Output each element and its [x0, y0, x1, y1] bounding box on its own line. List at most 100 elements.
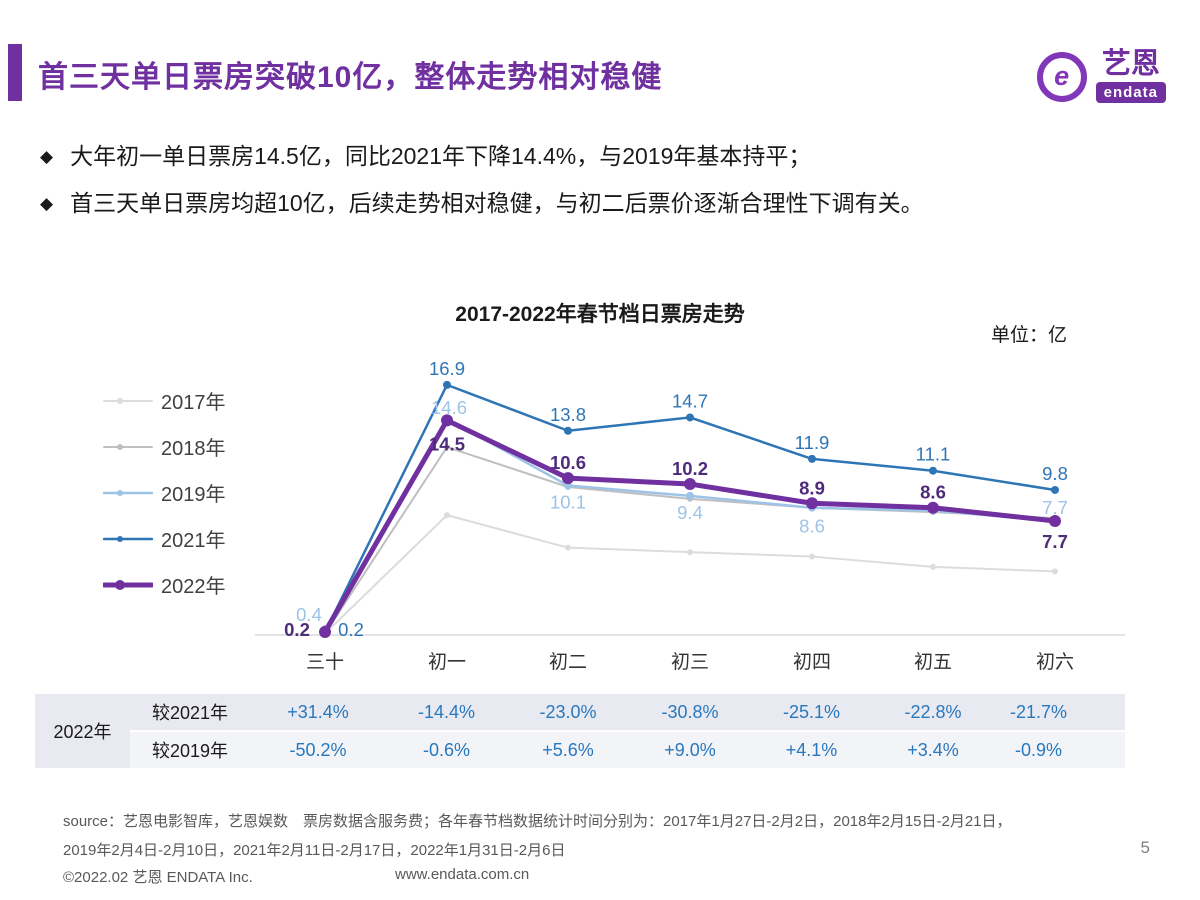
x-axis-label: 初六	[1036, 651, 1074, 673]
table-value: +9.0%	[629, 732, 751, 768]
x-axis-label: 初三	[671, 651, 709, 673]
data-label-2022年: 10.2	[672, 458, 708, 479]
table-value: -22.8%	[872, 694, 994, 730]
chart-title: 2017-2022年春节档日票房走势	[455, 303, 745, 326]
logo-endata-badge: endata	[1095, 82, 1166, 103]
data-point-2022年	[319, 626, 331, 639]
table-value: -50.2%	[250, 732, 386, 768]
source-line: source：艺恩电影智库，艺恩娱数 票房数据含服务费；各年春节档数据统计时间分…	[63, 813, 1012, 830]
legend-label: 2019年	[161, 484, 226, 506]
legend-line-sample	[103, 535, 153, 542]
data-point-2017年	[930, 563, 936, 570]
legend-item-2018年: 2018年	[103, 434, 226, 460]
x-axis-label: 初五	[914, 651, 952, 673]
data-label-2019年: 0.4	[296, 604, 322, 625]
x-axis-label: 初二	[549, 651, 587, 673]
x-axis-label: 初一	[428, 651, 466, 673]
table-value: +31.4%	[250, 694, 386, 730]
series-line-2017年	[324, 514, 1056, 635]
table-value: -25.1%	[751, 694, 872, 730]
data-label-2021年: 16.9	[429, 358, 465, 379]
data-label-2019年: 7.7	[1042, 497, 1068, 518]
table-value: +3.4%	[872, 732, 994, 768]
data-label-2022年: 8.9	[799, 477, 825, 498]
legend-marker	[115, 579, 125, 590]
box-office-line-chart: 三十 初一 初二 初三 初四 初五 初六 0.4 14.6 10.1 9.4 8.6 7.7 0.2 16.…	[255, 358, 1125, 673]
legend-item-2022年: 2022年	[103, 572, 226, 598]
page-title: 首三天单日票房突破10亿，整体走势相对稳健	[38, 61, 663, 94]
data-point-2022年	[927, 501, 939, 514]
data-label-2021年: 13.8	[550, 404, 586, 425]
data-label-2019年: 14.6	[431, 397, 467, 418]
legend-marker	[117, 397, 123, 404]
data-label-2021年: 11.1	[916, 444, 951, 465]
data-point-2021年	[929, 466, 937, 475]
data-point-2018年	[444, 444, 450, 451]
endata-logo-icon: e	[1036, 51, 1087, 102]
endata-logo: e 艺恩 endata	[1036, 48, 1166, 103]
data-label-2022年: 10.6	[550, 452, 586, 473]
legend-line-sample	[103, 397, 153, 404]
table-value: -30.8%	[629, 694, 751, 730]
data-label-2022年: 14.5	[429, 433, 465, 454]
diamond-bullet-icon: ◆	[40, 194, 54, 214]
data-point-2021年	[564, 426, 572, 435]
data-point-2021年	[443, 380, 451, 389]
table-value: -21.7%	[994, 694, 1125, 730]
table-value: -0.6%	[386, 732, 507, 768]
data-point-2021年	[808, 454, 816, 463]
data-label-2019年: 8.6	[799, 516, 825, 537]
table-group-cell: 2022年	[35, 694, 130, 768]
table-row-header: 较2021年	[130, 694, 250, 730]
data-point-2017年	[565, 544, 571, 551]
legend-marker	[117, 443, 123, 450]
diamond-bullet-icon: ◆	[40, 147, 54, 166]
bullet-item: ◆ 大年初一单日票房14.5亿，同比2021年下降14.4%，与2019年基本持…	[40, 140, 1140, 172]
data-point-2021年	[1051, 485, 1059, 494]
legend-item-2017年: 2017年	[103, 388, 226, 414]
title-accent-bar	[8, 44, 22, 101]
bullet-list: ◆ 大年初一单日票房14.5亿，同比2021年下降14.4%，与2019年基本持…	[40, 140, 1140, 234]
data-point-2017年	[687, 549, 693, 556]
data-point-2017年	[1052, 568, 1058, 575]
comparison-table: 2022年 较2021年 +31.4% -14.4% -23.0% -30.8% -25.1…	[35, 694, 1125, 768]
data-point-2022年	[684, 478, 696, 491]
data-point-2022年	[441, 414, 453, 427]
source-line: 2019年2月4日-2月10日，2021年2月11日-2月17日，2022年1月…	[63, 841, 566, 859]
x-axis-label: 三十	[306, 651, 344, 673]
data-label-2021年: 0.2	[338, 619, 364, 640]
data-label-2021年: 11.9	[795, 432, 830, 453]
data-label-2021年: 14.7	[672, 390, 708, 411]
table-value: -14.4%	[386, 694, 507, 730]
data-label-2022年: 8.6	[920, 482, 946, 503]
data-point-2022年	[806, 497, 818, 510]
legend-label: 2017年	[161, 392, 226, 414]
data-point-2021年	[686, 413, 694, 422]
chart-legend: 2017年 2018年 2019年 2021年 2022年	[103, 388, 226, 618]
data-point-2017年	[444, 512, 450, 519]
logo-text-block: 艺恩 endata	[1095, 48, 1166, 103]
page-number: 5	[1140, 838, 1150, 857]
data-point-2022年	[562, 472, 574, 485]
table-value: -23.0%	[507, 694, 629, 730]
logo-brand-text: 艺恩	[1101, 48, 1160, 80]
data-point-2022年	[1049, 515, 1061, 528]
data-point-2017年	[809, 553, 815, 560]
copyright-text: ©2022.02 艺恩 ENDATA Inc.	[63, 869, 253, 886]
legend-label: 2021年	[161, 530, 226, 552]
legend-marker	[117, 489, 123, 496]
bullet-text: 大年初一单日票房14.5亿，同比2021年下降14.4%，与2019年基本持平；	[70, 143, 812, 169]
table-value: +5.6%	[507, 732, 629, 768]
table-value: +4.1%	[751, 732, 872, 768]
data-label-2022年: 0.2	[284, 619, 310, 640]
data-label-2022年: 7.7	[1042, 531, 1068, 552]
legend-item-2019年: 2019年	[103, 480, 226, 506]
x-axis-label: 初四	[793, 651, 831, 673]
legend-item-2021年: 2021年	[103, 526, 226, 552]
table-value: -0.9%	[994, 732, 1125, 768]
source-note: source：艺恩电影智库，艺恩娱数 票房数据含服务费；各年春节档数据统计时间分…	[63, 808, 1143, 865]
bullet-item: ◆ 首三天单日票房均超10亿，后续走势相对稳健，与初二后票价逐渐合理性下调有关。	[40, 187, 1140, 219]
table-row-header: 较2019年	[130, 732, 250, 768]
legend-label: 2022年	[161, 576, 226, 598]
